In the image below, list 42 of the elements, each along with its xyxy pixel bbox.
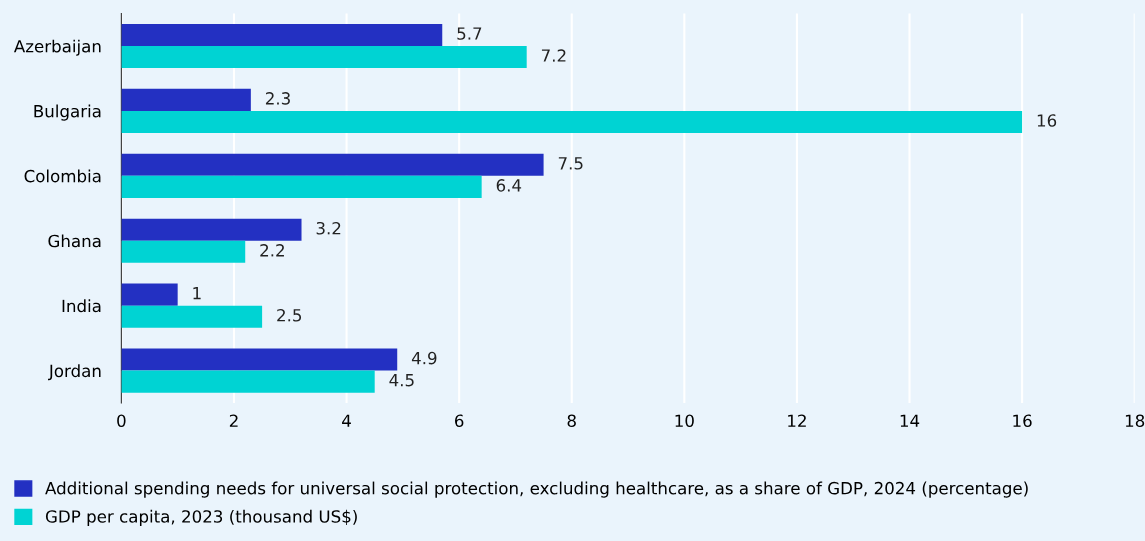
x-tick-label: 4 <box>342 414 351 427</box>
bar <box>121 175 482 198</box>
x-tick-label: 2 <box>229 414 238 427</box>
bar <box>121 153 544 176</box>
data-label: 4.9 <box>411 351 437 365</box>
x-tick-label: 6 <box>455 414 464 428</box>
bar <box>121 370 375 393</box>
data-label: 2.3 <box>265 92 290 105</box>
x-tick-label: 12 <box>788 414 806 427</box>
x-tick-label: 16 <box>1013 414 1032 428</box>
x-tick-label: 18 <box>1125 414 1145 428</box>
y-tick-label: Bulgaria <box>34 104 101 121</box>
data-label: 7.5 <box>558 157 583 170</box>
x-tick-label: 10 <box>675 414 694 428</box>
x-tick-label: 0 <box>117 414 126 428</box>
data-label: 3.2 <box>316 221 341 235</box>
data-label: 16 <box>1037 114 1057 127</box>
data-label: 4.5 <box>389 374 414 387</box>
y-tick-label: Jordan <box>48 364 101 381</box>
legend-label: Additional spending needs for universal social protection, excluding healthcare, as a share of GDP, 2024 (percentage) <box>45 481 1028 498</box>
bar <box>121 348 398 371</box>
bar <box>121 283 178 306</box>
bar <box>121 45 527 69</box>
bar <box>121 23 443 46</box>
bar <box>121 218 302 241</box>
bar <box>121 88 251 111</box>
data-label: 2.5 <box>277 308 302 322</box>
y-tick-label: Ghana <box>48 234 101 248</box>
data-label: 2.2 <box>260 244 284 257</box>
y-tick-label: India <box>62 299 101 313</box>
bar <box>121 305 263 328</box>
bar <box>121 240 246 263</box>
data-label: 1 <box>193 287 201 300</box>
x-tick-label: 8 <box>567 414 576 428</box>
data-label: 7.2 <box>541 49 566 62</box>
data-label: 5.7 <box>457 27 482 40</box>
bar <box>121 110 1023 133</box>
data-label: 6.4 <box>496 179 522 192</box>
legend-label: GDP per capita, 2023 (thousand US$) <box>45 509 357 526</box>
x-tick-label: 14 <box>900 414 920 427</box>
y-tick-label: Azerbaijan <box>13 39 101 56</box>
y-tick-label: Colombia <box>24 169 101 183</box>
